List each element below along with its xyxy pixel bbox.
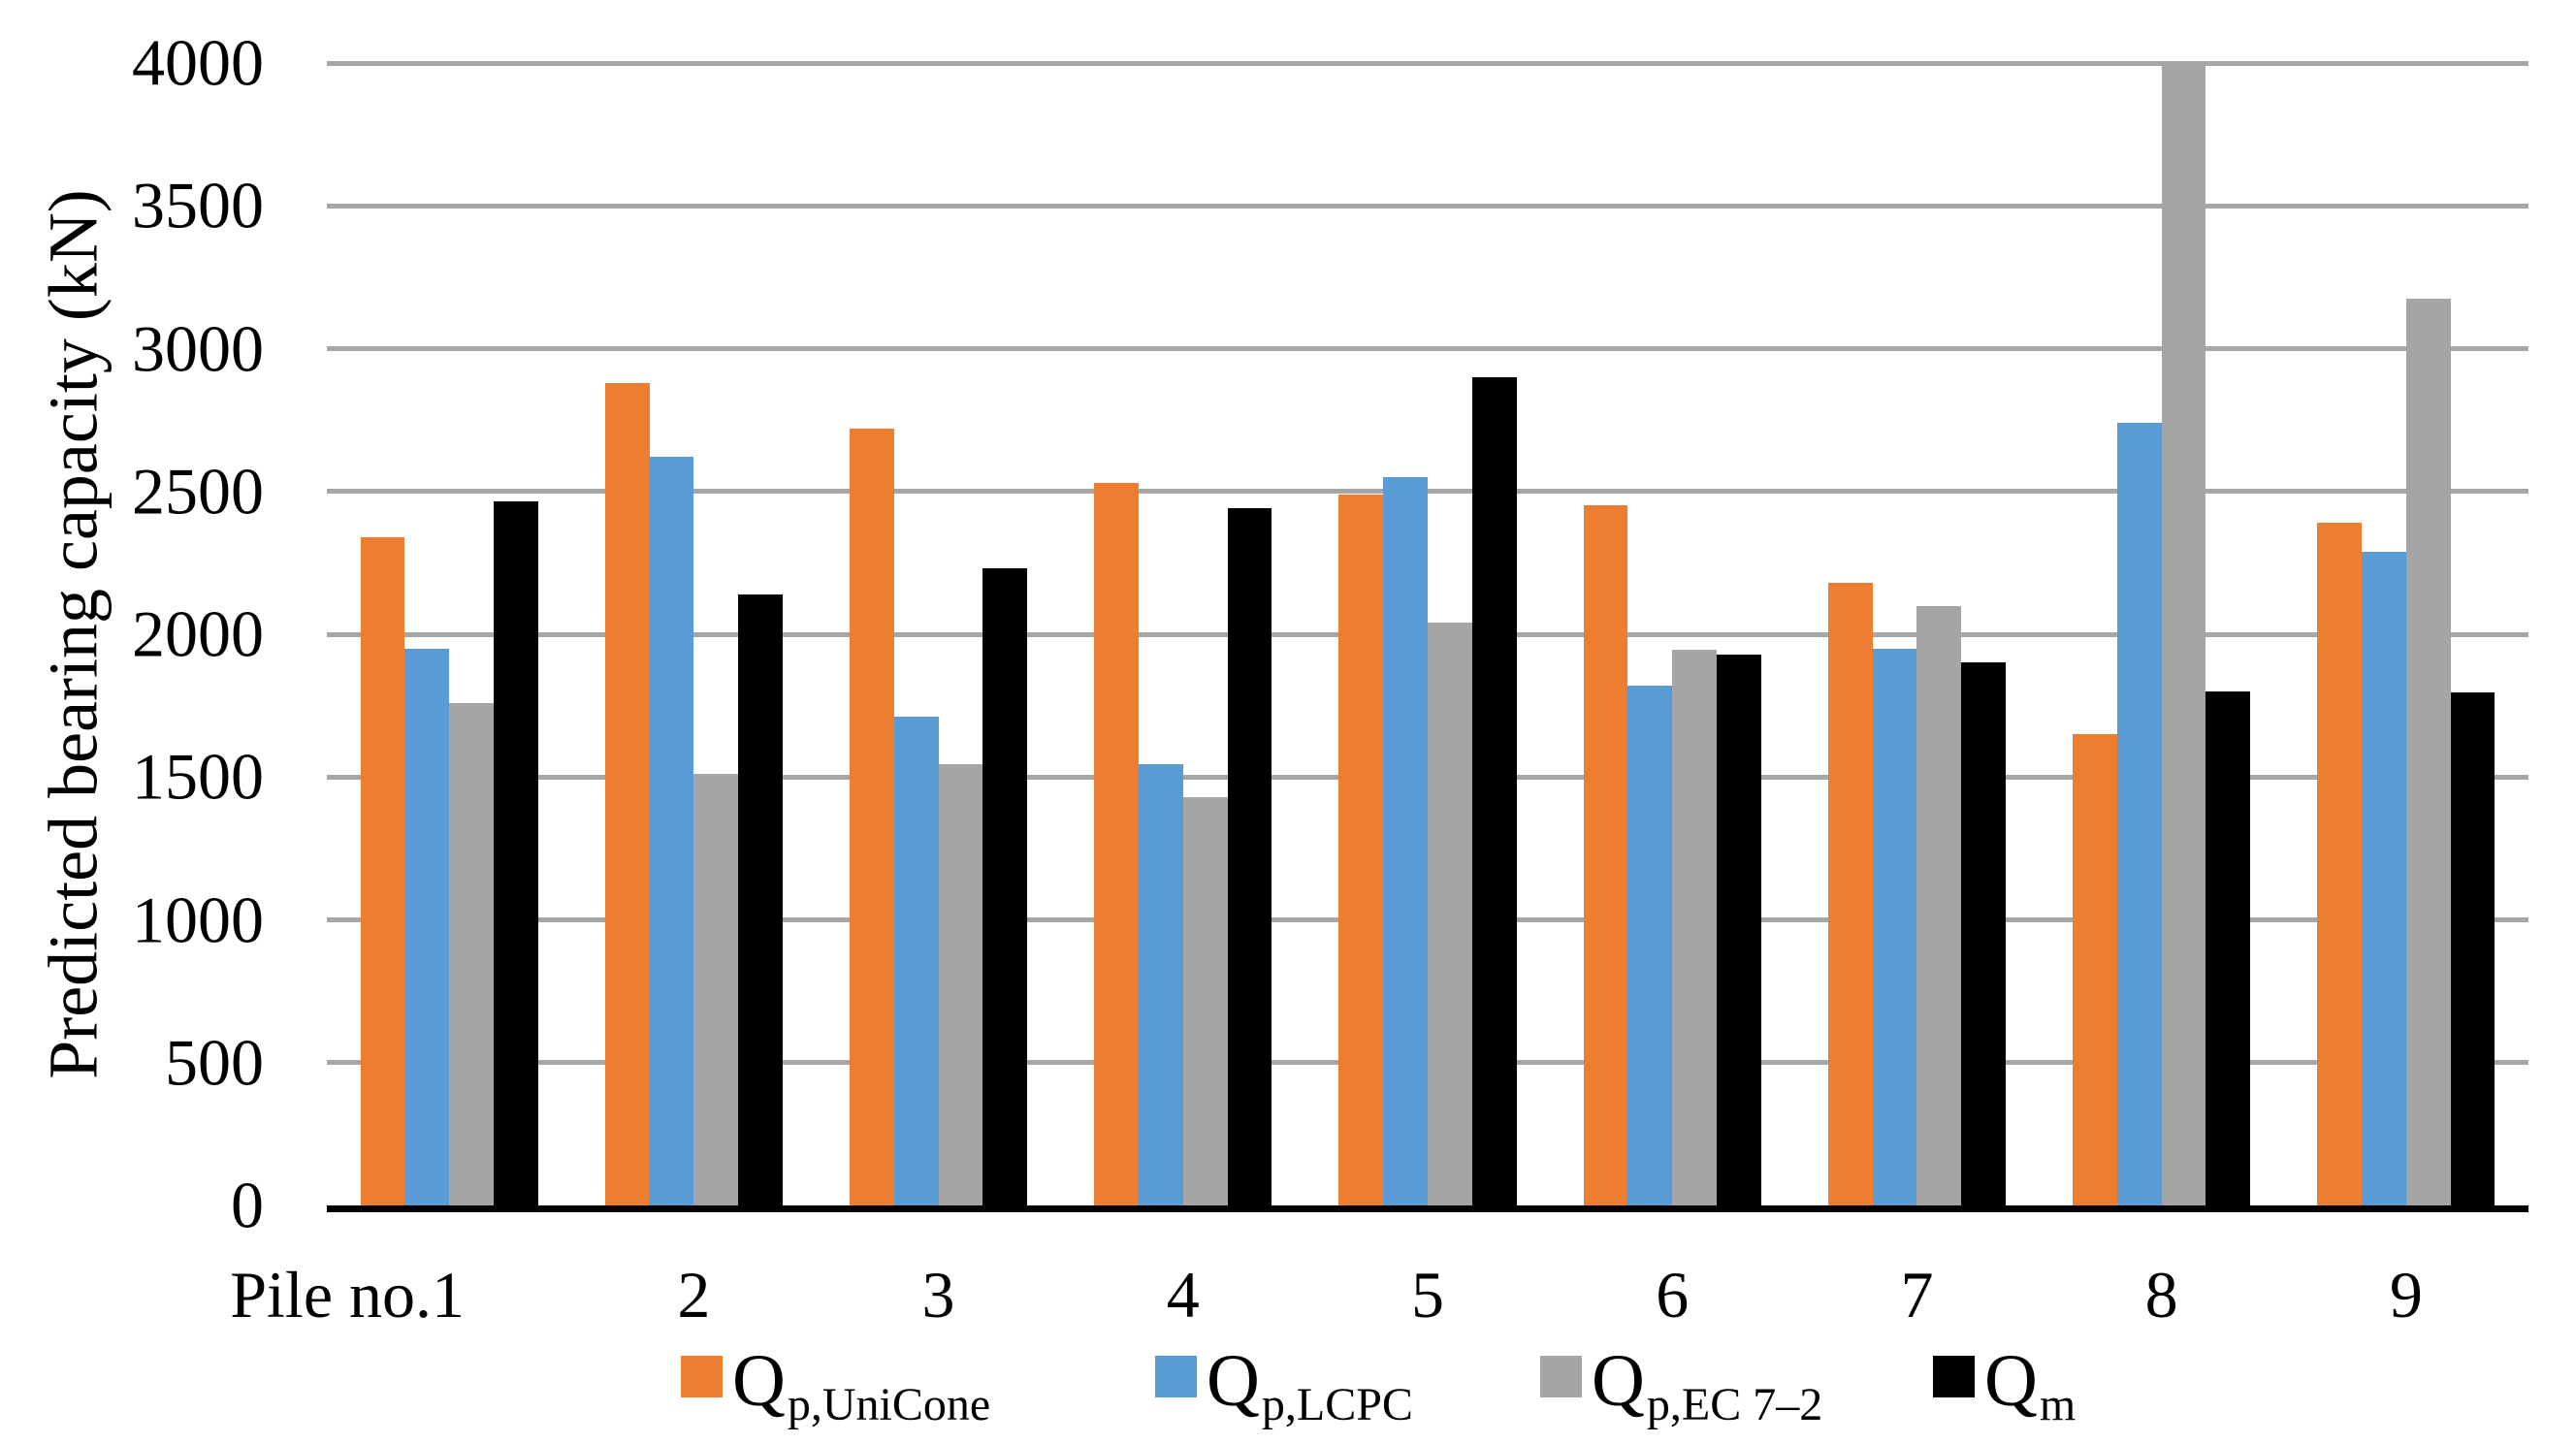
y-tick-label-3000: 3000	[132, 311, 264, 386]
x-axis-label-pile-8: 8	[2144, 1258, 2178, 1332]
y-tick-label-3500: 3500	[132, 168, 264, 242]
legend-swatch-qm	[1933, 1356, 1975, 1397]
bar-qm-pile-1	[493, 501, 538, 1205]
x-axis-line	[327, 1205, 2528, 1212]
bar-qp-ec7-2-pile-6	[1672, 650, 1718, 1205]
bar-qp-lcpc-pile-4	[1138, 763, 1183, 1205]
y-tick-label-500: 500	[165, 1025, 264, 1100]
bar-qp-lcpc-pile-1	[404, 648, 450, 1205]
y-tick-label-2000: 2000	[132, 596, 264, 671]
bar-qp-ec7-2-pile-9	[2405, 298, 2451, 1205]
bar-qp-ec7-2-pile-3	[938, 763, 983, 1205]
legend-label-qp-lcpc: Qp,LCPC	[1207, 1340, 1413, 1430]
bar-qm-pile-9	[2450, 692, 2496, 1205]
bar-qp-unicone-pile-5	[1338, 494, 1384, 1205]
bar-qp-lcpc-pile-5	[1383, 477, 1428, 1205]
bar-qp-ec7-2-pile-5	[1428, 623, 1472, 1205]
x-axis-label-pile-3: 3	[921, 1258, 955, 1332]
x-axis-label-pile-9: 9	[2389, 1258, 2423, 1332]
x-axis-label-pile-5: 5	[1411, 1258, 1444, 1332]
legend-label-qm: Qm	[1984, 1340, 2077, 1430]
bar-qp-unicone-pile-7	[1827, 582, 1873, 1205]
x-axis-label-pile-4: 4	[1166, 1258, 1200, 1332]
legend-item-qm: Qm	[1933, 1344, 2076, 1428]
bar-qp-unicone-pile-8	[2073, 734, 2117, 1205]
bar-qp-unicone-pile-3	[849, 428, 894, 1205]
gridline-3500	[327, 203, 2528, 209]
bar-qp-lcpc-pile-2	[649, 457, 694, 1205]
x-axis-label-pile-1: Pile no.1	[230, 1258, 466, 1332]
bar-qp-ec7-2-pile-8	[2161, 63, 2206, 1205]
bar-qm-pile-4	[1227, 508, 1272, 1205]
gridline-4000	[327, 60, 2528, 66]
plot-area	[327, 60, 2528, 1212]
bar-qp-lcpc-pile-8	[2116, 423, 2162, 1205]
legend-swatch-qp-unicone	[681, 1356, 723, 1397]
bar-qp-ec7-2-pile-7	[1916, 605, 1962, 1205]
bar-qm-pile-3	[982, 568, 1028, 1205]
y-tick-label-2500: 2500	[132, 454, 264, 529]
y-tick-label-1000: 1000	[132, 882, 264, 957]
y-tick-label-1500: 1500	[132, 739, 264, 814]
legend-label-qp-unicone: Qp,UniCone	[732, 1340, 991, 1430]
bar-qp-unicone-pile-1	[360, 536, 405, 1205]
legend-item-qp-ec7-2: Qp,EC 7–2	[1540, 1344, 1822, 1428]
x-axis-label-pile-2: 2	[677, 1258, 711, 1332]
legend-label-qp-ec7-2: Qp,EC 7–2	[1592, 1340, 1823, 1430]
bar-qp-lcpc-pile-3	[893, 717, 939, 1205]
bar-qp-ec7-2-pile-2	[693, 774, 739, 1205]
bar-qm-pile-7	[1961, 662, 2007, 1205]
legend-item-qp-lcpc: Qp,LCPC	[1155, 1344, 1413, 1428]
y-tick-label-4000: 4000	[132, 25, 264, 100]
bar-qm-pile-2	[738, 594, 783, 1205]
bar-qm-pile-8	[2206, 690, 2251, 1205]
bar-qm-pile-5	[1471, 376, 1517, 1205]
x-axis-label-pile-6: 6	[1656, 1258, 1690, 1332]
bar-qp-unicone-pile-6	[1583, 505, 1628, 1205]
bar-qp-lcpc-pile-9	[2362, 551, 2406, 1205]
legend-swatch-qp-ec7-2	[1540, 1356, 1582, 1397]
gridline-3000	[327, 346, 2528, 351]
bar-qp-ec7-2-pile-4	[1182, 796, 1228, 1205]
bar-qp-lcpc-pile-6	[1627, 686, 1673, 1205]
bar-qp-unicone-pile-9	[2317, 523, 2363, 1205]
y-tick-label-0: 0	[231, 1168, 264, 1242]
legend-item-qp-unicone: Qp,UniCone	[681, 1344, 990, 1428]
bar-qp-lcpc-pile-7	[1872, 648, 1917, 1205]
bar-qm-pile-6	[1717, 654, 1761, 1205]
bar-qp-unicone-pile-4	[1094, 482, 1139, 1205]
bar-qp-ec7-2-pile-1	[449, 702, 494, 1205]
x-axis-label-pile-7: 7	[1900, 1258, 1934, 1332]
legend-swatch-qp-lcpc	[1155, 1356, 1197, 1397]
gridline-2500	[327, 489, 2528, 495]
bar-qp-unicone-pile-2	[604, 382, 650, 1205]
